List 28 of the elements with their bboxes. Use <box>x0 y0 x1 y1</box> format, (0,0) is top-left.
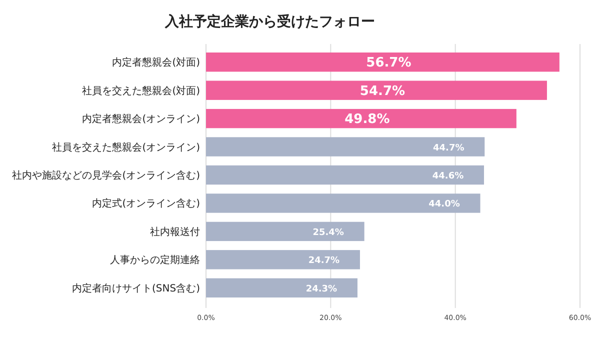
y-tick-label: 内定式(オンライン含む) <box>92 198 200 210</box>
data-label: 56.7% <box>366 56 412 71</box>
bar <box>206 250 360 270</box>
y-tick-label: 内定者向けサイト(SNS含む) <box>72 282 200 294</box>
chart-title: 入社予定企業から受けたフォロー <box>164 13 375 30</box>
bar <box>206 52 560 72</box>
bar <box>206 278 358 298</box>
data-label: 24.3% <box>306 284 338 294</box>
y-tick-label: 社内報送付 <box>150 226 200 238</box>
bar <box>206 222 364 242</box>
y-tick-label: 社員を交えた懇親会(対面) <box>82 84 200 97</box>
y-tick-label: 内定者懇親会(オンライン) <box>82 113 200 126</box>
data-label: 44.0% <box>428 200 460 210</box>
data-label: 49.8% <box>344 112 390 128</box>
data-label: 25.4% <box>312 228 344 238</box>
data-label: 44.7% <box>433 143 464 154</box>
y-tick-label: 社員を交えた懇親会(オンライン) <box>52 141 200 154</box>
bar <box>206 165 484 185</box>
bar <box>206 80 547 100</box>
bar <box>206 137 485 156</box>
y-tick-label: 内定者懇親会(対面) <box>112 56 200 69</box>
bar <box>206 194 480 213</box>
data-label: 54.7% <box>360 84 406 99</box>
y-tick-label: 人事からの定期連絡 <box>110 254 200 266</box>
data-label: 24.7% <box>308 256 340 266</box>
data-label: 44.6% <box>432 172 464 182</box>
y-tick-label: 社内や施設などの見学会(オンライン含む) <box>12 170 200 182</box>
bar <box>206 108 516 128</box>
